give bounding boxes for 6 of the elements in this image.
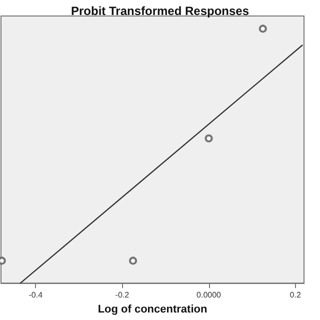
x-tick-label: 0.0000 xyxy=(196,290,222,300)
x-tick-label: 0.2 xyxy=(290,290,302,300)
chart-title: Probit Transformed Responses xyxy=(70,4,250,18)
x-axis-title: Log of concentration xyxy=(98,304,208,316)
x-tick-label: -0.2 xyxy=(115,290,130,300)
x-tick-label: -0.4 xyxy=(28,290,44,300)
